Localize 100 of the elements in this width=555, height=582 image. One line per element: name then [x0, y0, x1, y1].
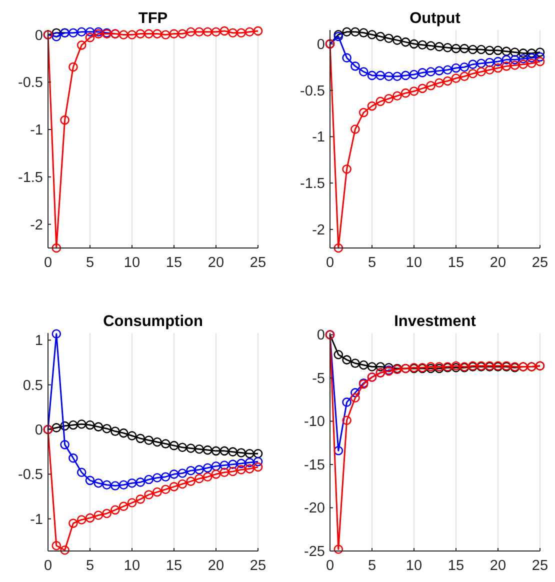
point: [451, 44, 461, 54]
point: [510, 55, 520, 64]
point: [502, 55, 512, 64]
chart-title: Output: [410, 10, 460, 27]
point: [350, 62, 360, 71]
point: [334, 446, 344, 456]
point: [85, 420, 95, 430]
point: [451, 63, 461, 73]
x-tick-label: 10: [124, 558, 140, 574]
point: [136, 434, 146, 444]
point: [194, 465, 204, 474]
point: [342, 27, 352, 37]
point: [85, 32, 95, 42]
point: [52, 540, 62, 550]
y-tick-label: -1: [312, 130, 325, 146]
point: [367, 362, 377, 372]
point: [460, 72, 470, 82]
point: [442, 76, 452, 86]
point: [186, 444, 196, 453]
point: [493, 63, 503, 73]
point: [220, 446, 230, 456]
point: [334, 243, 344, 253]
point: [169, 470, 179, 479]
y-tick-label: -1.5: [18, 170, 43, 186]
point: [85, 513, 95, 523]
y-tick-label: -10: [304, 414, 325, 430]
x-tick-label: 10: [124, 255, 140, 271]
point: [102, 480, 112, 490]
point: [367, 101, 377, 111]
point: [236, 28, 246, 38]
point: [253, 26, 263, 36]
point: [211, 27, 221, 37]
point: [118, 502, 128, 511]
x-tick-label: 25: [532, 255, 548, 271]
point: [460, 44, 470, 54]
y-tick-label: -0.5: [18, 75, 43, 92]
point: [52, 423, 62, 432]
point: [409, 39, 419, 49]
point: [526, 58, 536, 68]
point: [220, 26, 230, 36]
point: [426, 41, 436, 50]
point: [244, 464, 254, 474]
point: [409, 86, 419, 96]
point: [493, 46, 503, 56]
point: [127, 478, 137, 488]
point: [202, 472, 212, 482]
point: [194, 444, 204, 454]
point: [211, 461, 221, 471]
point: [400, 37, 410, 47]
point: [68, 28, 78, 38]
point: [510, 48, 520, 57]
point: [334, 544, 344, 554]
point: [342, 355, 352, 364]
x-tick-label: 5: [368, 558, 376, 574]
point: [186, 466, 196, 476]
point: [468, 60, 478, 69]
point: [68, 420, 78, 430]
point: [535, 56, 545, 66]
point: [535, 52, 545, 62]
point: [392, 36, 402, 45]
point: [244, 458, 254, 468]
point: [118, 428, 128, 438]
point: [384, 94, 394, 104]
point: [228, 460, 238, 469]
point: [418, 40, 428, 50]
y-tick-label: -1.5: [300, 176, 325, 192]
point: [178, 479, 188, 489]
point: [52, 329, 62, 339]
point: [434, 42, 444, 52]
point: [253, 462, 263, 472]
point: [102, 424, 112, 434]
point: [244, 448, 254, 458]
point: [144, 29, 154, 38]
point: [136, 478, 146, 487]
point: [169, 482, 179, 492]
point: [169, 29, 179, 38]
point: [526, 53, 536, 62]
y-tick-label: -0.5: [18, 467, 43, 484]
point: [493, 56, 503, 66]
point: [76, 27, 86, 37]
point: [484, 58, 494, 68]
x-tick-label: 25: [250, 255, 266, 271]
y-tick-label: 1: [34, 333, 43, 350]
point: [236, 465, 246, 474]
point: [418, 84, 428, 94]
point: [160, 472, 170, 482]
point: [367, 30, 377, 40]
x-tick-label: 20: [490, 255, 506, 271]
y-tick-label: 0: [316, 328, 325, 344]
point: [110, 505, 120, 515]
point: [451, 74, 461, 83]
point: [442, 65, 452, 75]
x-tick-label: 25: [532, 558, 548, 574]
point: [476, 58, 486, 68]
y-tick-label: -0.5: [300, 83, 325, 100]
point: [194, 474, 204, 484]
y-tick-label: -2: [312, 222, 325, 238]
x-tick-label: 5: [368, 255, 376, 271]
point: [220, 468, 230, 478]
y-tick-label: 0: [34, 422, 43, 438]
